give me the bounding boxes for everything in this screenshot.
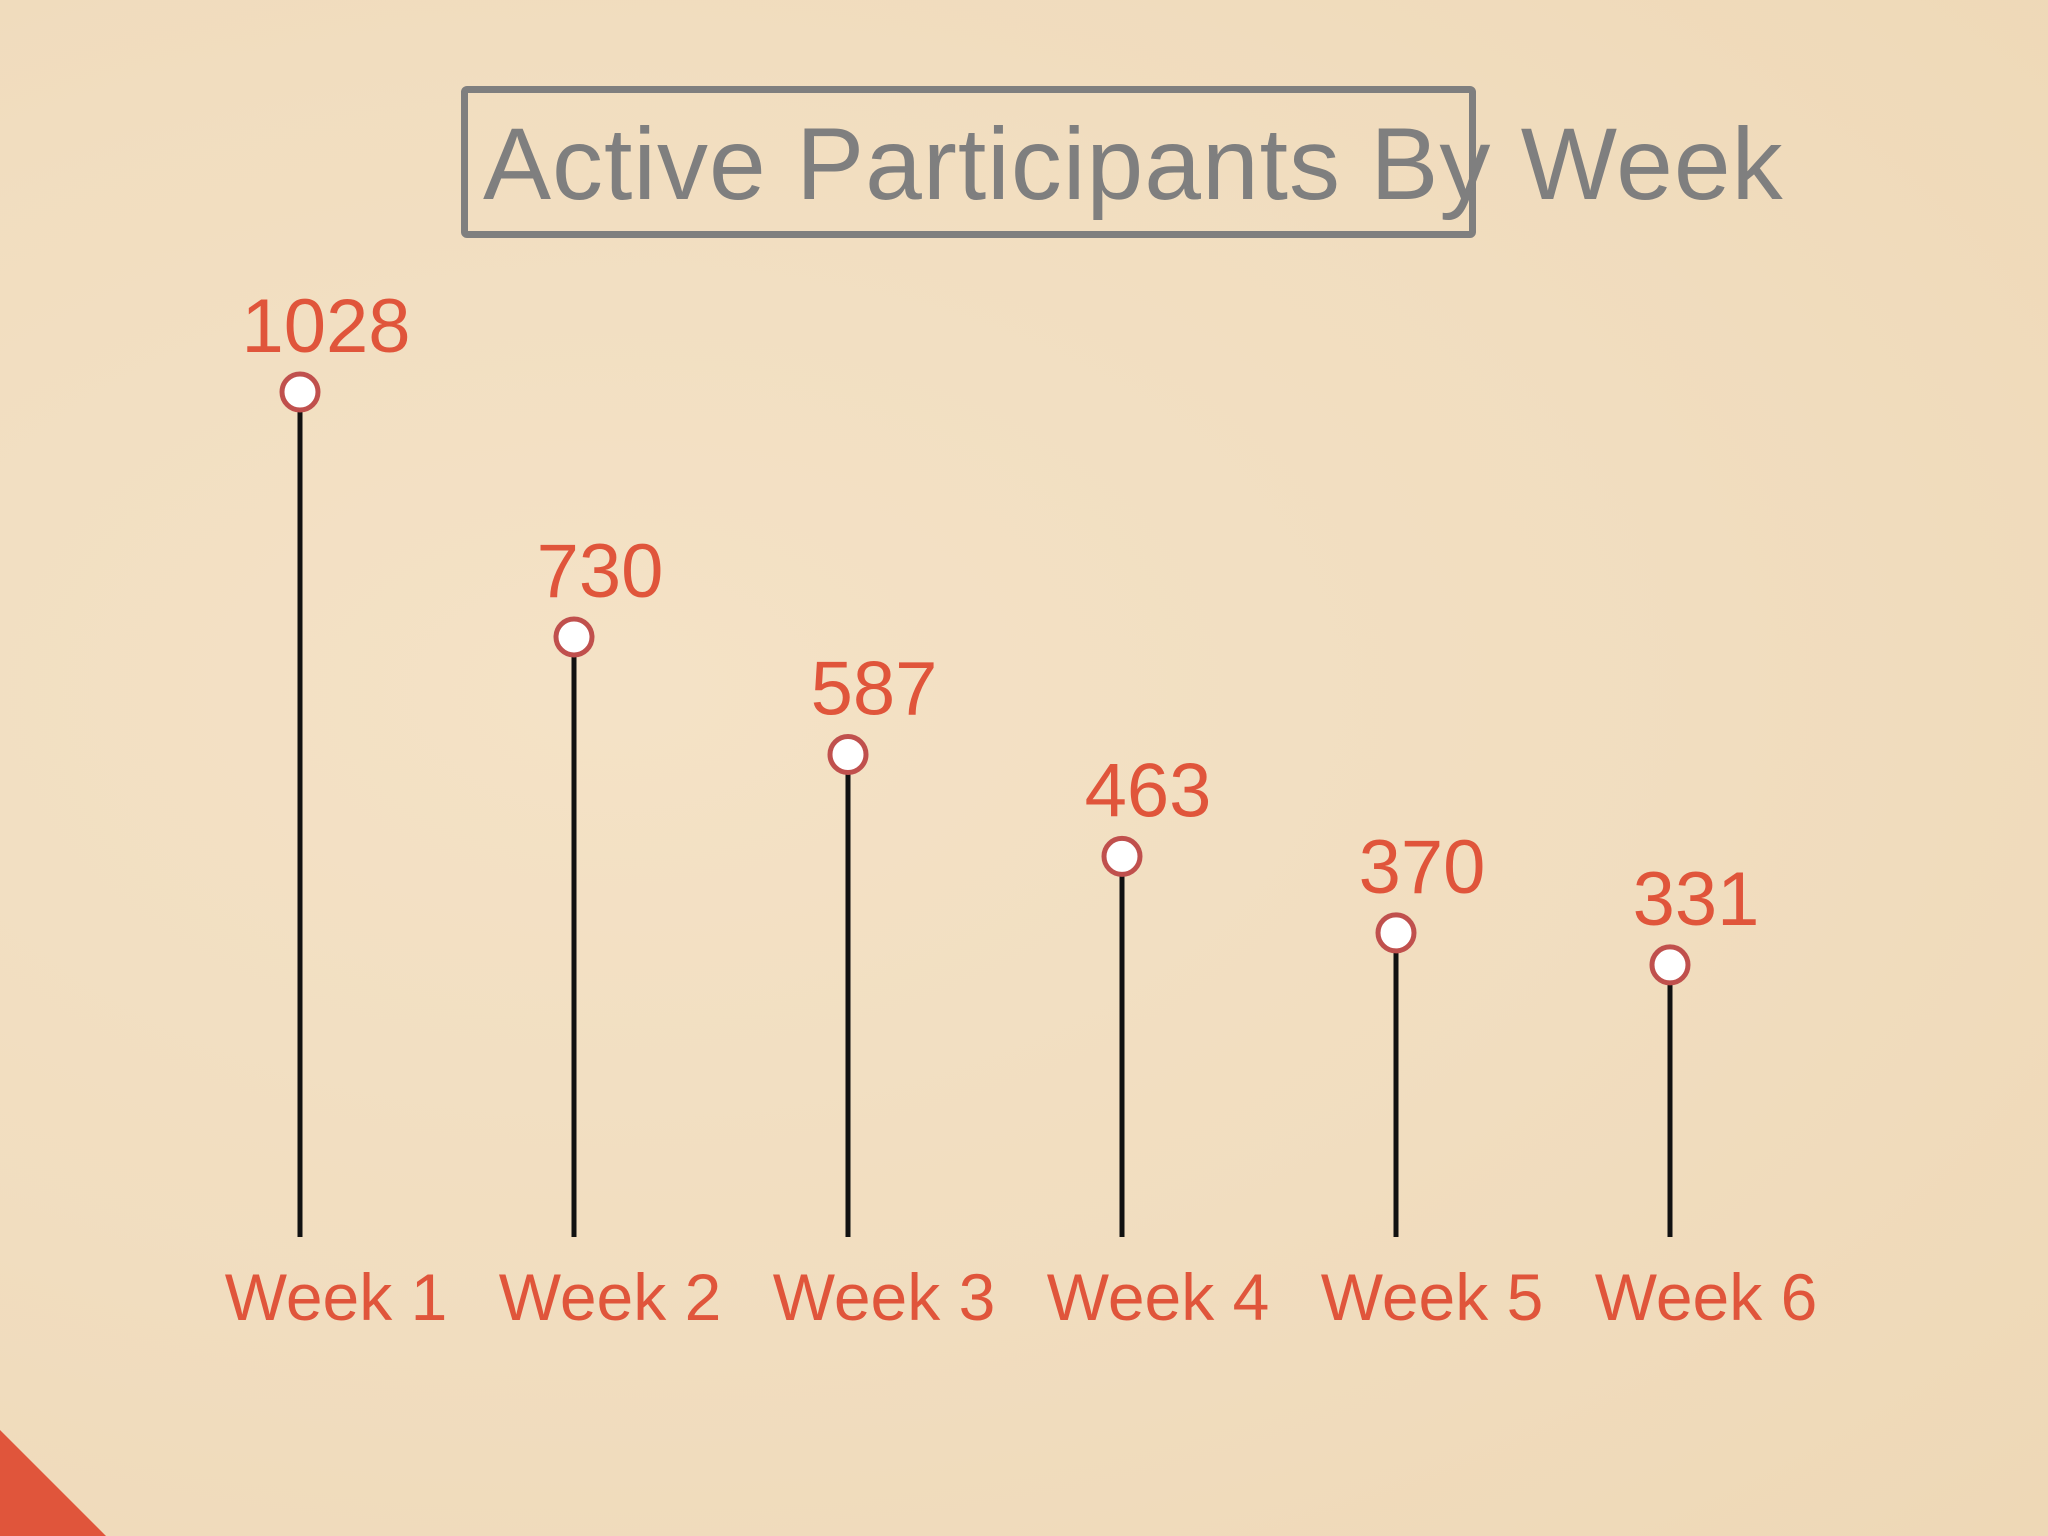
data-label-2: 730	[537, 529, 664, 614]
category-label-5: Week 5	[1321, 1260, 1544, 1334]
category-label-1: Week 1	[225, 1260, 448, 1334]
data-point-6[interactable]	[1649, 944, 1691, 986]
title-box[interactable]	[461, 86, 1476, 238]
data-point-1[interactable]	[279, 371, 321, 413]
data-point-5[interactable]	[1375, 912, 1417, 954]
chart-title: Active Participants By Week	[483, 107, 1784, 221]
data-label-6: 331	[1633, 857, 1760, 942]
data-label-5: 370	[1359, 825, 1486, 910]
data-label-3: 587	[811, 646, 938, 731]
data-label-1: 1028	[241, 284, 410, 369]
data-point-4[interactable]	[1101, 835, 1143, 877]
category-label-2: Week 2	[499, 1260, 722, 1334]
category-label-3: Week 3	[773, 1260, 996, 1334]
data-point-2[interactable]	[553, 616, 595, 658]
data-point-3[interactable]	[827, 733, 869, 775]
category-label-6: Week 6	[1595, 1260, 1818, 1334]
data-label-4: 463	[1085, 748, 1212, 833]
category-label-4: Week 4	[1047, 1260, 1270, 1334]
